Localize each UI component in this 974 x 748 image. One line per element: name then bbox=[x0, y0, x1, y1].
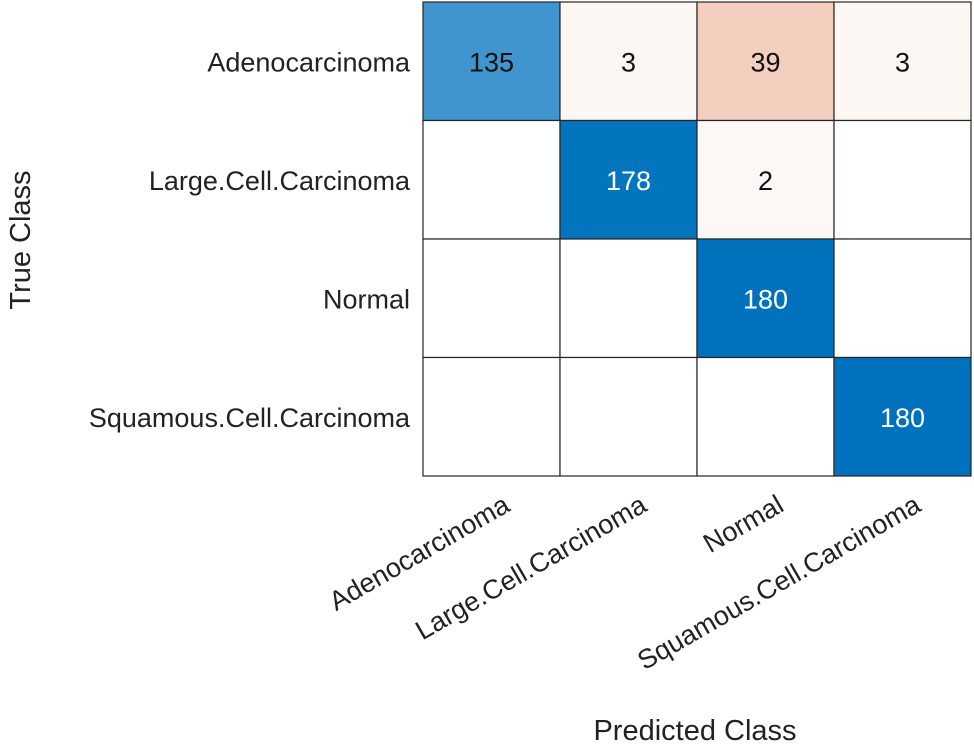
cell-value-r0-c1: 3 bbox=[621, 47, 636, 77]
matrix-cell-r1-c0 bbox=[422, 119, 561, 240]
cell-value-r3-c3: 180 bbox=[880, 403, 925, 433]
matrix-cell-r1-c3 bbox=[833, 119, 972, 240]
matrix-cell-r0-c2 bbox=[696, 1, 835, 122]
matrix-cell-r3-c0 bbox=[422, 356, 561, 477]
matrix-cell-r1-c2 bbox=[696, 119, 835, 240]
matrix-cell-r3-c3 bbox=[833, 356, 972, 477]
cell-value-r0-c0: 135 bbox=[469, 47, 514, 77]
x-axis-title: Predicted Class bbox=[593, 715, 796, 747]
predicted-class-label-1: Large.Cell.Carcinoma bbox=[410, 489, 652, 646]
cell-value-r2-c2: 180 bbox=[743, 284, 788, 314]
matrix-cell-r0-c3 bbox=[833, 1, 972, 122]
cell-value-r1-c2: 2 bbox=[758, 166, 773, 196]
true-class-label-0: Adenocarcinoma bbox=[207, 47, 411, 77]
cell-value-r0-c3: 3 bbox=[895, 47, 910, 77]
cell-value-r0-c2: 39 bbox=[750, 47, 780, 77]
true-class-label-1: Large.Cell.Carcinoma bbox=[149, 166, 411, 196]
y-axis-title: True Class bbox=[5, 170, 37, 309]
matrix-cells: 135 3 39 3 178 2 180 180 bbox=[422, 1, 972, 477]
true-class-tick-labels: Adenocarcinoma Large.Cell.Carcinoma Normal… bbox=[89, 47, 411, 433]
matrix-cell-r0-c1 bbox=[559, 1, 698, 122]
matrix-cell-r1-c1 bbox=[559, 119, 698, 240]
matrix-cell-r0-c0 bbox=[422, 1, 561, 122]
true-class-label-2: Normal bbox=[323, 284, 410, 314]
matrix-cell-r2-c0 bbox=[422, 238, 561, 359]
true-class-label-3: Squamous.Cell.Carcinoma bbox=[89, 403, 411, 433]
predicted-class-label-2: Normal bbox=[698, 489, 788, 558]
matrix-cell-r3-c2 bbox=[696, 356, 835, 477]
matrix-cell-r3-c1 bbox=[559, 356, 698, 477]
matrix-cell-r2-c3 bbox=[833, 238, 972, 359]
cell-value-r1-c1: 178 bbox=[606, 166, 651, 196]
matrix-cell-r2-c1 bbox=[559, 238, 698, 359]
